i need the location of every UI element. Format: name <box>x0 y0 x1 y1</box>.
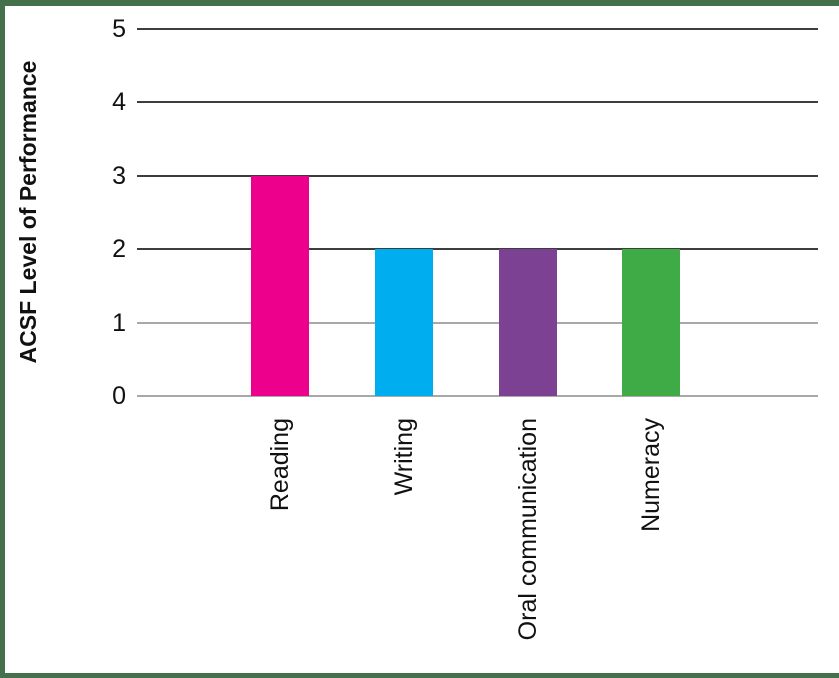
bar-writing <box>375 249 433 396</box>
x-category-label-reading: Reading <box>266 418 294 512</box>
bar-numeracy <box>622 249 680 396</box>
gridline-2 <box>137 248 818 251</box>
y-tick-label-2: 2 <box>112 235 126 264</box>
y-tick-label-1: 1 <box>112 308 126 337</box>
x-category-label-numeracy: Numeracy <box>637 418 665 532</box>
gridline-4 <box>137 101 818 104</box>
frame-border-bottom <box>0 673 839 678</box>
frame-border-left <box>0 0 5 678</box>
x-category-label-oral-communication: Oral communication <box>514 418 542 641</box>
gridline-3 <box>137 174 818 177</box>
x-axis-baseline <box>137 395 818 397</box>
y-tick-label-5: 5 <box>112 15 126 43</box>
bar-reading <box>251 176 309 396</box>
gridline-5 <box>137 28 818 30</box>
bar-oral-communication <box>499 249 557 396</box>
x-category-label-writing: Writing <box>390 418 418 496</box>
frame-border-top <box>0 0 839 6</box>
y-tick-label-4: 4 <box>112 88 126 117</box>
y-tick-label-3: 3 <box>112 161 126 190</box>
gridline-1 <box>137 321 818 324</box>
y-tick-label-0: 0 <box>112 382 126 410</box>
